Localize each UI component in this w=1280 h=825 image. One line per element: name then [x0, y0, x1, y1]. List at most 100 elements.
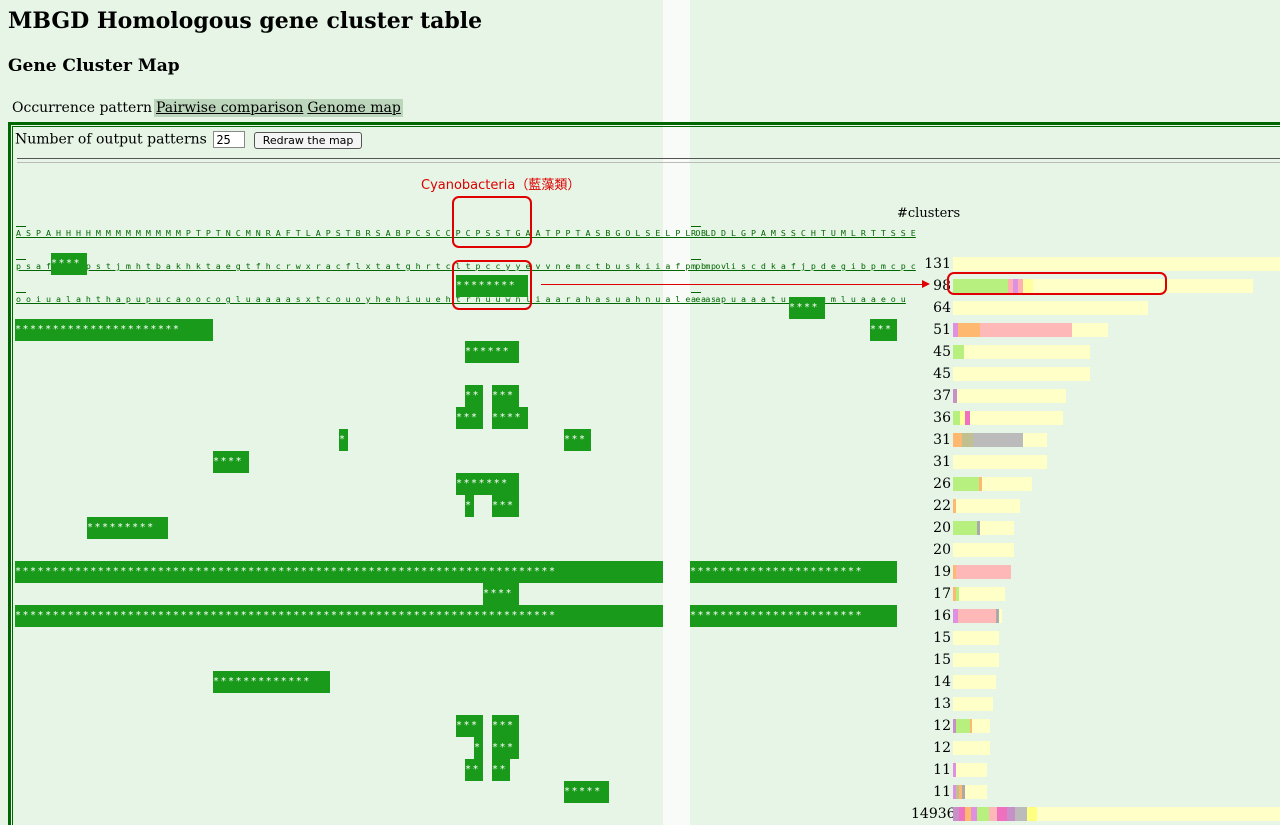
pattern-cell[interactable]: *** — [492, 737, 519, 759]
tab-genome-map[interactable]: Genome map — [305, 99, 403, 117]
cluster-count[interactable]: 51 — [933, 322, 951, 338]
tab-pairwise-comparison[interactable]: Pairwise comparison — [154, 99, 306, 117]
cluster-bar — [953, 345, 1090, 359]
pattern-cell[interactable]: ******* — [456, 473, 519, 495]
cluster-bar-segment — [1018, 279, 1023, 293]
highlight-bar-box — [947, 272, 1167, 295]
cluster-count[interactable]: 31 — [933, 454, 951, 470]
annotation-arrow-head — [922, 280, 930, 288]
pattern-cell[interactable]: **** — [51, 253, 87, 275]
clusters-column-header: #clusters — [897, 206, 961, 221]
cluster-bar-segment — [953, 323, 958, 337]
cluster-bar-segment — [971, 807, 977, 821]
screen-divider — [663, 0, 690, 825]
cluster-count[interactable]: 20 — [933, 542, 951, 558]
cluster-count[interactable]: 16 — [933, 608, 951, 624]
cluster-bar-segment — [959, 785, 962, 799]
cluster-bar — [953, 719, 990, 733]
cluster-count[interactable]: 64 — [933, 300, 951, 316]
page-subtitle: Gene Cluster Map — [8, 56, 180, 76]
cluster-count[interactable]: 20 — [933, 520, 951, 536]
cluster-bar-segment — [977, 807, 989, 821]
cluster-count[interactable]: 37 — [933, 388, 951, 404]
pattern-cell[interactable]: * — [474, 737, 483, 759]
pattern-cell[interactable]: ******** — [456, 275, 528, 297]
redraw-button[interactable]: Redraw the map — [253, 131, 363, 149]
pattern-cell[interactable]: ** — [465, 385, 483, 407]
tab-occurrence-pattern[interactable]: Occurrence pattern — [12, 100, 152, 116]
cluster-bar — [953, 257, 1280, 271]
cluster-bar-segment — [953, 433, 962, 447]
pattern-cell[interactable]: **** — [492, 407, 528, 429]
cluster-count[interactable]: 15 — [933, 652, 951, 668]
organism-header-row-1[interactable]: A S P A H H H H M M M M M M M M M P T P … — [16, 228, 711, 238]
pattern-cell[interactable]: ** — [492, 759, 510, 781]
pattern-cell[interactable]: **** — [483, 583, 519, 605]
pattern-cell[interactable]: *** — [456, 715, 483, 737]
pattern-cell[interactable]: **** — [213, 451, 249, 473]
cluster-bar — [953, 521, 1014, 535]
cluster-bar-segment — [965, 411, 970, 425]
pattern-cell[interactable]: * — [465, 495, 474, 517]
cluster-count[interactable]: 14936 — [911, 806, 956, 822]
cluster-bar — [953, 631, 999, 645]
pattern-cell[interactable]: ********************** — [15, 319, 213, 341]
organism-header-row-3[interactable]: o o i u a l a h t h a p u p u c a o o c … — [16, 294, 721, 304]
cluster-bar — [953, 763, 987, 777]
pattern-cell[interactable]: *** — [492, 715, 519, 737]
pattern-cell[interactable]: *** — [456, 407, 483, 429]
organism-header-row-2[interactable]: p s a f m a w p s t j m h t b a k h k t … — [16, 261, 731, 271]
cluster-bar-segment — [1027, 807, 1037, 821]
cluster-bar — [953, 477, 1032, 491]
cluster-bar — [953, 653, 999, 667]
pattern-cell[interactable]: ************* — [213, 671, 330, 693]
annotation-arrow-line — [541, 284, 924, 285]
cluster-bar — [953, 785, 987, 799]
cluster-count[interactable]: 26 — [933, 476, 951, 492]
cluster-bar-segment — [953, 477, 979, 491]
cluster-count[interactable]: 45 — [933, 344, 951, 360]
organism-header-row-2[interactable]: m b p v i s c d k a f j p d e g i b p m … — [691, 261, 916, 271]
pattern-cell[interactable]: ****************************************… — [15, 561, 663, 583]
pattern-cell[interactable]: ****************************************… — [15, 605, 663, 627]
pattern-cell[interactable]: ** — [465, 759, 483, 781]
cluster-bar-segment — [980, 323, 1072, 337]
cluster-count[interactable]: 15 — [933, 630, 951, 646]
cluster-bar — [953, 411, 1063, 425]
cluster-count[interactable]: 14 — [933, 674, 951, 690]
cluster-count[interactable]: 45 — [933, 366, 951, 382]
organism-header-row-1[interactable]: R B D D L G P A M S S C H T U M L R T T … — [691, 228, 916, 238]
pattern-cell[interactable]: *** — [492, 385, 519, 407]
pattern-cell[interactable]: ********* — [87, 517, 168, 539]
organism-header-right[interactable]: R B D D L G P A M S S C H T U M L R T T … — [691, 206, 916, 316]
cluster-count[interactable]: 11 — [933, 762, 951, 778]
cluster-bar-segment — [1023, 279, 1033, 293]
cluster-count[interactable]: 98 — [933, 278, 951, 294]
pattern-cell[interactable]: **** — [789, 297, 825, 319]
pattern-cell[interactable]: *** — [492, 495, 519, 517]
pattern-cell[interactable]: *** — [870, 319, 897, 341]
cluster-count[interactable]: 13 — [933, 696, 951, 712]
pattern-cell[interactable]: ****** — [465, 341, 519, 363]
pattern-cell[interactable]: *********************** — [690, 605, 897, 627]
cluster-count[interactable]: 36 — [933, 410, 951, 426]
cluster-bar-segment — [953, 499, 956, 513]
cluster-bar-segment — [970, 719, 972, 733]
organism-header-left[interactable]: A S P A H H H H M M M M M M M M M P T P … — [16, 206, 730, 316]
cluster-count[interactable]: 12 — [933, 718, 951, 734]
pattern-cell[interactable]: ***** — [564, 781, 609, 803]
cluster-count[interactable]: 17 — [933, 586, 951, 602]
pattern-cell[interactable]: *** — [564, 429, 591, 451]
cluster-bar-segment — [953, 719, 956, 733]
pattern-cell[interactable]: * — [339, 429, 348, 451]
cluster-count[interactable]: 31 — [933, 432, 951, 448]
pattern-cell[interactable]: *********************** — [690, 561, 897, 583]
cluster-count[interactable]: 19 — [933, 564, 951, 580]
cluster-count[interactable]: 22 — [933, 498, 951, 514]
cluster-count[interactable]: 11 — [933, 784, 951, 800]
patterns-input[interactable] — [213, 131, 246, 148]
cluster-bar-segment — [953, 763, 956, 777]
cluster-count[interactable]: 12 — [933, 740, 951, 756]
cluster-count[interactable]: 131 — [924, 256, 951, 272]
cluster-bar — [953, 565, 1011, 579]
